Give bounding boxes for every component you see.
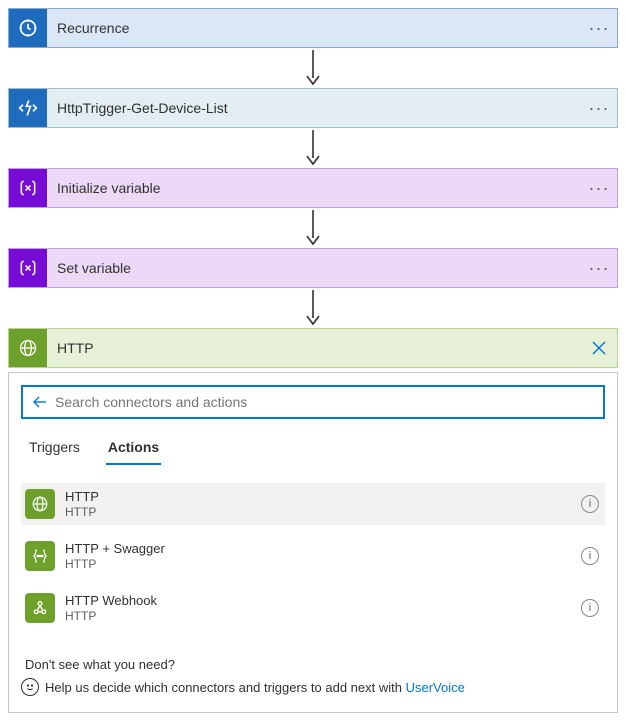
action-picker-panel: Triggers Actions HTTP HTTP i HTTP + Swag… [8,372,618,713]
footer-question: Don't see what you need? [21,657,605,672]
connector-arrow [8,288,618,328]
footer-hint: Help us decide which connectors and trig… [21,678,605,696]
close-icon[interactable] [581,341,617,355]
step-set-variable-title: Set variable [47,260,581,276]
globe-icon [25,489,55,519]
smiley-icon [21,678,39,696]
ellipsis-icon[interactable]: ··· [581,258,617,279]
ellipsis-icon[interactable]: ··· [581,98,617,119]
variable-icon [9,249,47,287]
step-http[interactable]: HTTP [8,328,618,368]
variable-icon [9,169,47,207]
action-title: HTTP Webhook [65,593,581,609]
webhook-icon [25,593,55,623]
info-icon[interactable]: i [581,495,599,513]
info-icon[interactable]: i [581,599,599,617]
step-http-trigger[interactable]: HttpTrigger-Get-Device-List ··· [8,88,618,128]
back-arrow-icon[interactable] [29,394,51,410]
clock-icon [9,9,47,47]
action-http[interactable]: HTTP HTTP i [21,483,605,525]
search-input[interactable] [51,392,597,412]
tab-actions[interactable]: Actions [106,433,161,465]
step-recurrence-title: Recurrence [47,20,581,36]
action-title: HTTP + Swagger [65,541,581,557]
step-init-variable-title: Initialize variable [47,180,581,196]
connector-arrow [8,208,618,248]
function-icon [9,89,47,127]
ellipsis-icon[interactable]: ··· [581,18,617,39]
action-subtitle: HTTP [65,557,581,571]
action-subtitle: HTTP [65,609,581,623]
action-http-swagger[interactable]: HTTP + Swagger HTTP i [21,535,605,577]
info-icon[interactable]: i [581,547,599,565]
step-set-variable[interactable]: Set variable ··· [8,248,618,288]
ellipsis-icon[interactable]: ··· [581,178,617,199]
step-recurrence[interactable]: Recurrence ··· [8,8,618,48]
step-http-trigger-title: HttpTrigger-Get-Device-List [47,100,581,116]
connector-arrow [8,48,618,88]
action-list: HTTP HTTP i HTTP + Swagger HTTP i HTTP W… [21,483,605,629]
search-box[interactable] [21,385,605,419]
step-init-variable[interactable]: Initialize variable ··· [8,168,618,208]
tab-triggers[interactable]: Triggers [27,433,82,465]
step-http-title: HTTP [47,340,581,356]
connector-arrow [8,128,618,168]
action-title: HTTP [65,489,581,505]
action-subtitle: HTTP [65,505,581,519]
braces-icon [25,541,55,571]
globe-icon [9,329,47,367]
action-http-webhook[interactable]: HTTP Webhook HTTP i [21,587,605,629]
tabs: Triggers Actions [21,427,605,465]
